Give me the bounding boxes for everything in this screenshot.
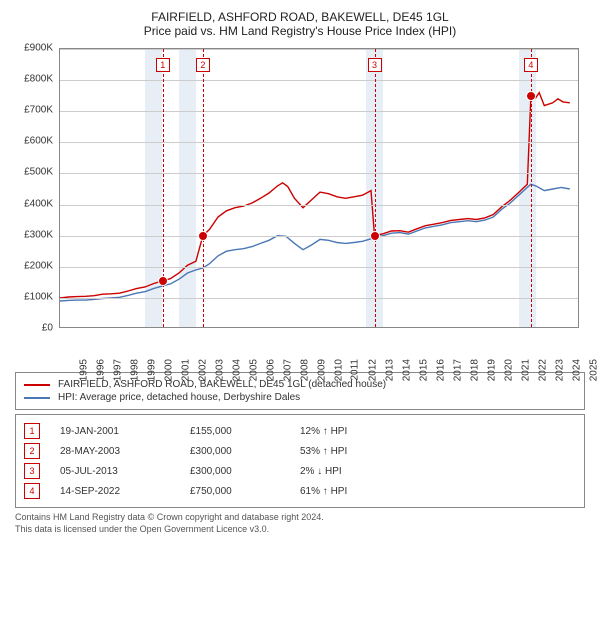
x-axis-label: 1999 <box>146 359 157 381</box>
x-axis-label: 2015 <box>418 359 429 381</box>
sale-dot <box>526 91 536 101</box>
sale-marker-badge: 2 <box>196 58 210 72</box>
x-axis-label: 2008 <box>299 359 310 381</box>
x-axis-label: 2017 <box>452 359 463 381</box>
x-axis-label: 1997 <box>112 359 123 381</box>
x-axis-label: 2007 <box>282 359 293 381</box>
y-axis-label: £800K <box>24 74 53 85</box>
hpi-line <box>60 184 570 301</box>
sales-table: 1 19-JAN-2001 £155,000 12% ↑ HPI 2 28-MAY-200… <box>15 414 585 508</box>
sale-price: £300,000 <box>190 446 280 457</box>
y-axis-label: £600K <box>24 136 53 147</box>
x-axis-label: 1996 <box>95 359 106 381</box>
grid-line <box>60 236 578 237</box>
sale-marker-badge: 1 <box>156 58 170 72</box>
sale-dot <box>158 276 168 286</box>
sale-marker-badge: 4 <box>524 58 538 72</box>
x-axis-label: 2009 <box>316 359 327 381</box>
footnote: Contains HM Land Registry data © Crown c… <box>15 512 585 535</box>
x-axis-label: 2019 <box>486 359 497 381</box>
sale-marker-badge: 3 <box>368 58 382 72</box>
sale-row: 2 28-MAY-2003 £300,000 53% ↑ HPI <box>24 443 576 459</box>
x-axis-label: 1995 <box>78 359 89 381</box>
x-axis-label: 2006 <box>265 359 276 381</box>
sale-dot <box>198 231 208 241</box>
y-axis-label: £900K <box>24 43 53 54</box>
y-axis-label: £500K <box>24 167 53 178</box>
x-axis-label: 2014 <box>401 359 412 381</box>
x-axis-label: 2001 <box>180 359 191 381</box>
x-axis-label: 2000 <box>163 359 174 381</box>
sale-date: 19-JAN-2001 <box>60 426 170 437</box>
footnote-line2: This data is licensed under the Open Gov… <box>15 524 585 536</box>
sale-date: 05-JUL-2013 <box>60 466 170 477</box>
grid-line <box>60 298 578 299</box>
x-axis-label: 2003 <box>214 359 225 381</box>
chart-lines <box>60 49 579 328</box>
y-axis-label: £100K <box>24 291 53 302</box>
sale-pct-vs-hpi: 61% ↑ HPI <box>300 486 370 497</box>
x-axis-label: 2021 <box>520 359 531 381</box>
y-axis-label: £300K <box>24 229 53 240</box>
footnote-line1: Contains HM Land Registry data © Crown c… <box>15 512 585 524</box>
x-axis-label: 2002 <box>197 359 208 381</box>
x-axis-label: 2012 <box>367 359 378 381</box>
grid-line <box>60 205 578 206</box>
x-axis-label: 2023 <box>554 359 565 381</box>
sale-price: £155,000 <box>190 426 280 437</box>
sale-row: 3 05-JUL-2013 £300,000 2% ↓ HPI <box>24 463 576 479</box>
grid-line <box>60 173 578 174</box>
legend-swatch-subject <box>24 384 50 386</box>
x-axis-label: 2010 <box>333 359 344 381</box>
y-axis-label: £400K <box>24 198 53 209</box>
sale-index-badge: 2 <box>24 443 40 459</box>
title-address: FAIRFIELD, ASHFORD ROAD, BAKEWELL, DE45 … <box>10 10 590 24</box>
x-axis-label: 2016 <box>435 359 446 381</box>
x-axis-label: 2020 <box>503 359 514 381</box>
x-axis-label: 2024 <box>571 359 582 381</box>
legend-row-hpi: HPI: Average price, detached house, Derb… <box>24 392 576 403</box>
x-axis-label: 2005 <box>248 359 259 381</box>
sale-price: £300,000 <box>190 466 280 477</box>
y-axis-label: £0 <box>42 323 53 334</box>
plot-area: 1 2 3 4 <box>59 48 579 328</box>
sale-marker-line <box>203 49 204 327</box>
sale-row: 4 14-SEP-2022 £750,000 61% ↑ HPI <box>24 483 576 499</box>
x-axis-label: 1998 <box>129 359 140 381</box>
x-axis-label: 2018 <box>469 359 480 381</box>
legend-label-hpi: HPI: Average price, detached house, Derb… <box>58 392 300 403</box>
x-axis-label: 2025 <box>588 359 599 381</box>
grid-line <box>60 49 578 50</box>
sale-date: 28-MAY-2003 <box>60 446 170 457</box>
sale-index-badge: 4 <box>24 483 40 499</box>
y-axis-label: £700K <box>24 105 53 116</box>
sale-price: £750,000 <box>190 486 280 497</box>
sale-row: 1 19-JAN-2001 £155,000 12% ↑ HPI <box>24 423 576 439</box>
sale-marker-line <box>375 49 376 327</box>
sale-index-badge: 3 <box>24 463 40 479</box>
sale-pct-vs-hpi: 53% ↑ HPI <box>300 446 370 457</box>
x-axis-label: 2013 <box>384 359 395 381</box>
grid-line <box>60 80 578 81</box>
y-axis-label: £200K <box>24 260 53 271</box>
x-axis-label: 2022 <box>537 359 548 381</box>
legend-swatch-hpi <box>24 397 50 399</box>
x-axis-label: 2011 <box>349 359 360 381</box>
sale-index-badge: 1 <box>24 423 40 439</box>
grid-line <box>60 142 578 143</box>
title-subtitle: Price paid vs. HM Land Registry's House … <box>10 24 590 38</box>
x-axis-label: 2004 <box>231 359 242 381</box>
sale-pct-vs-hpi: 12% ↑ HPI <box>300 426 370 437</box>
grid-line <box>60 111 578 112</box>
grid-line <box>60 267 578 268</box>
sale-pct-vs-hpi: 2% ↓ HPI <box>300 466 370 477</box>
sale-dot <box>370 231 380 241</box>
sale-date: 14-SEP-2022 <box>60 486 170 497</box>
chart-container: 1 2 3 4 £0 £100K £200K £300K £400K £500K £600K £70… <box>15 44 585 364</box>
